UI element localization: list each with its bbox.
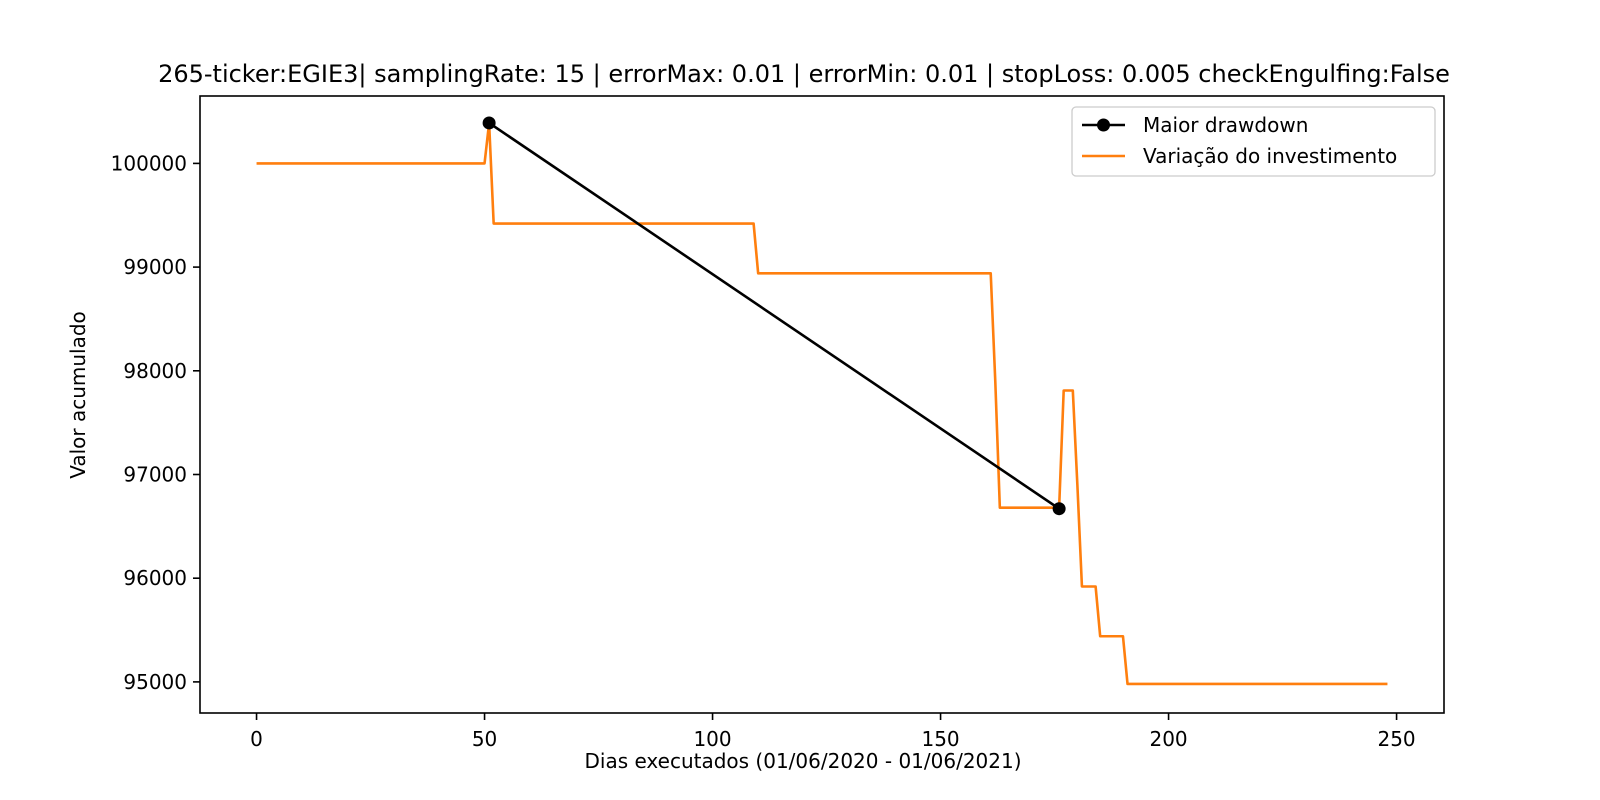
y-axis: 95000 96000 97000 98000 99000 100000 — [111, 151, 200, 694]
legend-box — [1071, 106, 1436, 177]
x-axis: 0 50 100 150 200 250 — [250, 713, 1416, 751]
legend-drawdown-label: Maior drawdown — [1143, 113, 1308, 137]
drawdown-point — [482, 116, 496, 130]
legend: Maior drawdown Variação do investimento — [1071, 106, 1436, 177]
legend-item-investment: Variação do investimento — [1082, 144, 1397, 168]
x-tick-label: 100 — [693, 727, 731, 751]
y-tick-label: 98000 — [123, 359, 187, 383]
x-tick-label: 200 — [1149, 727, 1187, 751]
y-tick-label: 97000 — [123, 462, 187, 486]
legend-item-drawdown: Maior drawdown — [1082, 113, 1308, 137]
investment-series-line — [256, 121, 1388, 686]
legend-investment-label: Variação do investimento — [1143, 144, 1397, 168]
drawdown-point — [1052, 502, 1066, 516]
x-tick-label: 250 — [1377, 727, 1415, 751]
x-tick-label: 150 — [921, 727, 959, 751]
y-tick-label: 96000 — [123, 566, 187, 590]
y-tick-label: 100000 — [111, 151, 187, 175]
plot-area — [256, 116, 1388, 686]
chart-title: 265-ticker:EGIE3| samplingRate: 15 | err… — [158, 60, 1450, 88]
x-axis-title: Dias executados (01/06/2020 - 01/06/2021… — [584, 749, 1021, 773]
y-axis-title: Valor acumulado — [66, 311, 90, 479]
x-tick-label: 0 — [250, 727, 263, 751]
axes-frame — [199, 95, 1445, 714]
drawdown-series-line — [488, 121, 1060, 510]
y-tick-label: 99000 — [123, 255, 187, 279]
legend-drawdown-marker — [1097, 118, 1110, 132]
y-tick-label: 95000 — [123, 670, 187, 694]
x-tick-label: 50 — [472, 727, 497, 751]
